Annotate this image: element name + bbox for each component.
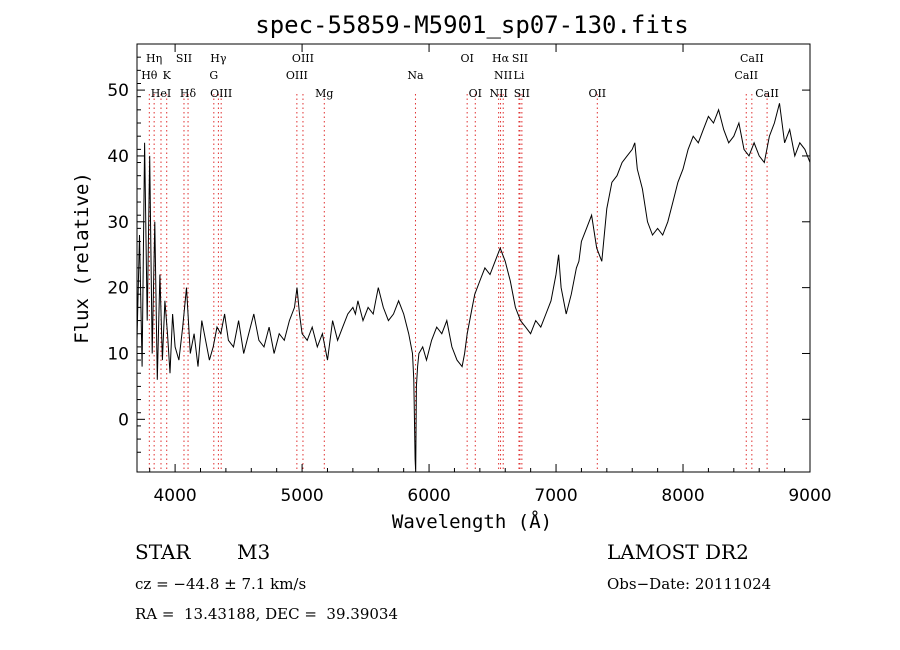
- marker-label-15: Hα: [492, 52, 510, 65]
- marker-label-8: OIII: [210, 87, 232, 100]
- marker-label-5: Hδ: [180, 87, 197, 100]
- y-tick-label-0: 0: [118, 410, 129, 430]
- marker-label-10: OIII: [286, 69, 308, 82]
- marker-label-3: HeI: [151, 87, 171, 100]
- y-tick-label-5: 50: [107, 81, 129, 101]
- marker-label-7: G: [209, 69, 218, 82]
- object-class: STAR: [135, 540, 191, 564]
- observation-date: Obs−Date: 20111024: [607, 575, 772, 593]
- marker-label-2: K: [163, 69, 172, 82]
- marker-label-13: OI: [460, 52, 473, 65]
- y-axis: 0 10 20 30 40 50: [107, 56, 810, 453]
- y-tick-label-4: 40: [107, 147, 129, 167]
- spectrum-line: [136, 103, 811, 473]
- object-subclass: M3: [237, 540, 271, 564]
- marker-label-9: OIII: [292, 52, 314, 65]
- y-axis-label: Flux (relative): [71, 172, 93, 344]
- marker-label-12: Na: [407, 69, 424, 82]
- marker-label-1: Hθ: [141, 69, 158, 82]
- line-markers: [148, 94, 768, 472]
- x-tick-label-1: 5000: [280, 486, 323, 506]
- x-axis: 4000 5000 6000 7000 8000 9000: [149, 44, 832, 506]
- marker-label-23: CaII: [734, 69, 758, 82]
- marker-label-21: OII: [588, 87, 606, 100]
- marker-label-17: NII: [494, 69, 512, 82]
- spectrum-chart: spec-55859-M5901_sp07-130.fits Hη Hθ K HeI S…: [71, 11, 832, 533]
- x-tick-label-2: 6000: [407, 486, 450, 506]
- y-tick-label-3: 30: [107, 213, 129, 233]
- survey-name: LAMOST DR2: [607, 540, 749, 564]
- y-tick-label-1: 10: [107, 344, 129, 364]
- chart-title: spec-55859-M5901_sp07-130.fits: [255, 11, 688, 39]
- redshift-value: cz = −44.8 ± 7.1 km/s: [135, 575, 307, 593]
- y-tick-label-2: 20: [107, 279, 129, 299]
- x-tick-label-3: 7000: [534, 486, 577, 506]
- x-tick-label-5: 9000: [788, 486, 831, 506]
- marker-label-4: SII: [176, 52, 192, 65]
- marker-label-6: Hγ: [210, 52, 227, 65]
- coordinates: RA = 13.43188, DEC = 39.39034: [135, 605, 399, 623]
- x-tick-label-0: 4000: [153, 486, 196, 506]
- marker-label-22: CaII: [740, 52, 764, 65]
- plot-frame: [136, 43, 811, 473]
- marker-label-11: Mg: [315, 87, 333, 100]
- marker-label-19: NII: [489, 87, 507, 100]
- marker-label-24: CaII: [755, 87, 779, 100]
- x-axis-label: Wavelength (Å): [392, 510, 552, 533]
- marker-label-20: SII: [514, 87, 530, 100]
- marker-label-14: OI: [469, 87, 482, 100]
- x-tick-label-4: 8000: [661, 486, 704, 506]
- marker-label-18: Li: [514, 69, 525, 82]
- marker-label-0: Hη: [146, 52, 162, 65]
- marker-label-16: SII: [512, 52, 528, 65]
